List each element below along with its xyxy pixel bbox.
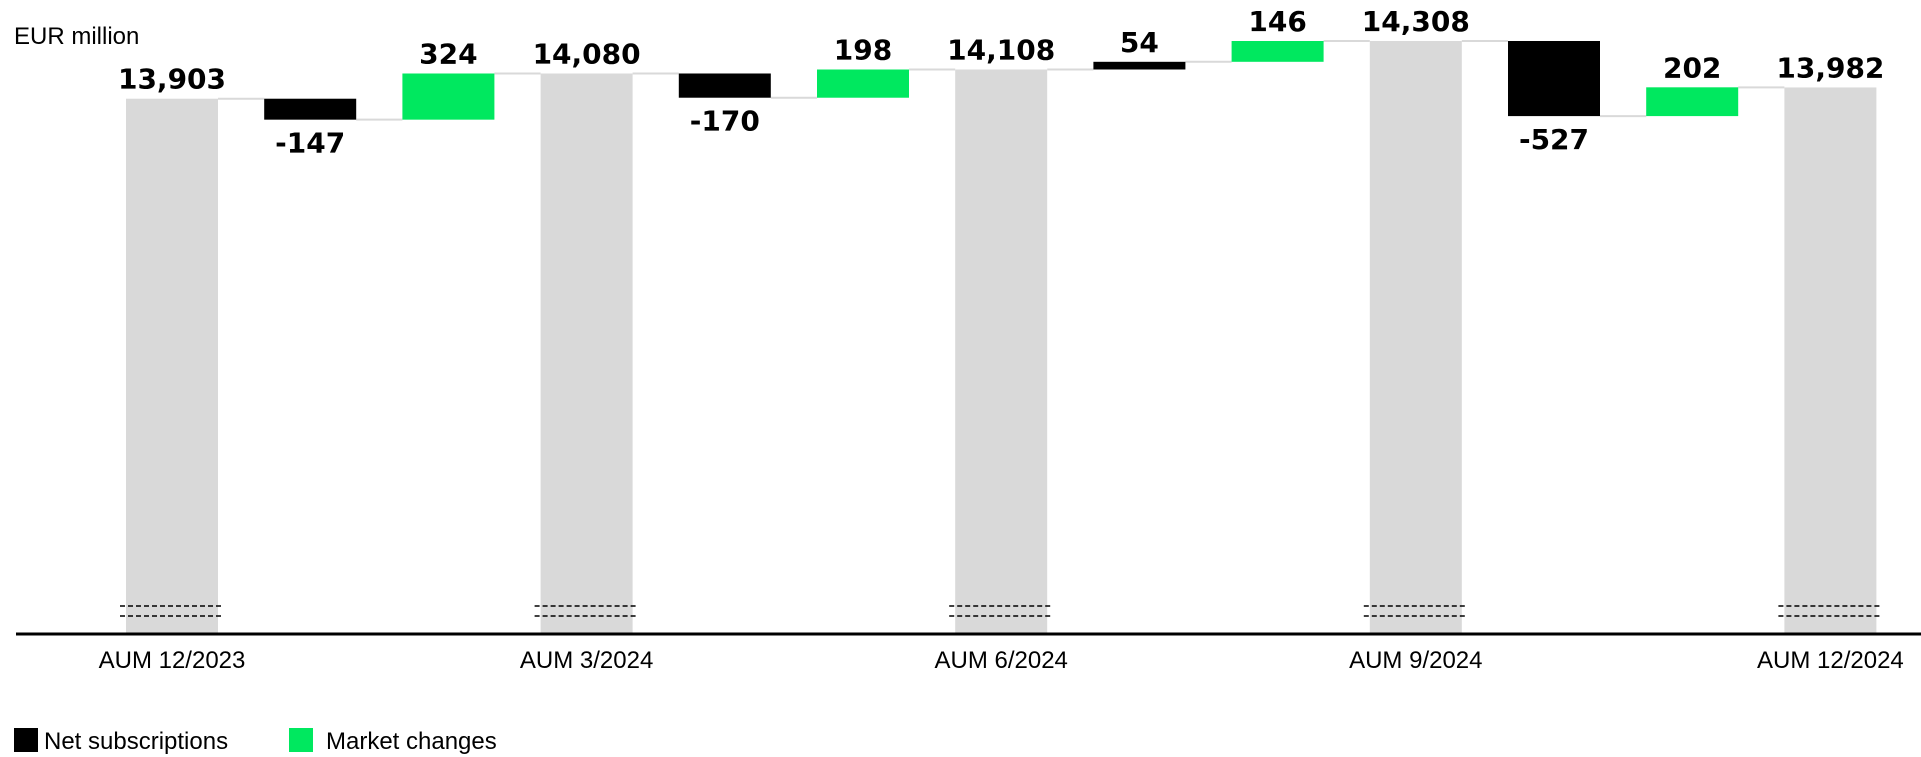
data-label: 324 (419, 37, 477, 70)
axis-break-marks (120, 605, 1883, 617)
data-label: 13,903 (118, 63, 226, 96)
total-bar (126, 98, 218, 634)
x-axis-tick-labels: AUM 12/2023 AUM 3/2024 AUM 6/2024 AUM 9/202… (99, 647, 1904, 674)
total-bar (1369, 41, 1462, 634)
net-subscriptions-bar (1093, 61, 1186, 70)
data-label: -527 (1519, 123, 1589, 156)
data-label: -170 (690, 105, 760, 138)
data-label: 146 (1248, 5, 1306, 38)
legend-swatch (289, 728, 313, 752)
data-label: -147 (275, 127, 345, 160)
net-subscriptions-bar (264, 98, 357, 120)
data-label: 14,308 (1362, 5, 1470, 38)
data-label: 198 (834, 34, 892, 67)
total-bar (955, 69, 1048, 634)
total-bar (1784, 87, 1877, 634)
total-bar (540, 73, 633, 635)
data-label: 202 (1663, 51, 1721, 84)
x-tick-label: AUM 6/2024 (934, 647, 1067, 674)
value-labels: 13,903 -147 324 14,080 -170 198 14,108 54 146 14,… (118, 5, 1884, 160)
market-changes-bar (817, 69, 909, 98)
legend-swatch (14, 728, 38, 752)
legend: Net subscriptions Market changes (14, 728, 497, 755)
x-tick-label: AUM 12/2023 (99, 647, 246, 674)
data-label: 54 (1120, 26, 1159, 59)
market-changes-bar (1646, 87, 1739, 117)
data-label: 14,108 (947, 34, 1055, 67)
bar-group (126, 41, 1877, 635)
legend-label: Market changes (326, 728, 497, 755)
market-changes-bar (402, 73, 495, 120)
legend-label: Net subscriptions (44, 728, 228, 755)
net-subscriptions-bar (678, 73, 771, 98)
x-tick-label: AUM 3/2024 (520, 647, 653, 674)
data-label: 13,982 (1776, 51, 1884, 84)
market-changes-bar (1231, 41, 1324, 62)
unit-label: EUR million (14, 23, 139, 50)
x-tick-label: AUM 12/2024 (1757, 647, 1904, 674)
x-tick-label: AUM 9/2024 (1349, 647, 1482, 674)
connector-lines (218, 40, 1785, 121)
data-label: 14,080 (533, 37, 641, 70)
net-subscriptions-bar (1508, 41, 1600, 117)
